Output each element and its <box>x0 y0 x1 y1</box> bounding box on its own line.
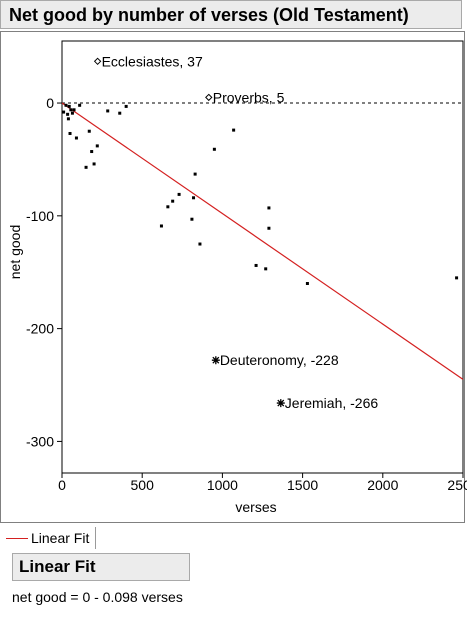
data-point[interactable] <box>193 172 197 176</box>
linear-fit-line <box>61 102 464 380</box>
labeled-point-star[interactable] <box>276 399 285 408</box>
data-point[interactable] <box>177 192 181 196</box>
data-point[interactable] <box>232 128 236 132</box>
data-point[interactable] <box>92 162 96 166</box>
point-label: Ecclesiastes, 37 <box>102 53 203 69</box>
linear-fit-header-label: Linear Fit <box>19 557 96 576</box>
y-tick-label: -100 <box>26 208 54 224</box>
data-point[interactable] <box>72 108 76 112</box>
chart-title-bar: Net good by number of verses (Old Testam… <box>0 0 462 29</box>
legend[interactable]: Linear Fit <box>0 527 96 549</box>
data-point[interactable] <box>166 205 170 209</box>
y-tick-label: 0 <box>46 95 54 111</box>
data-point[interactable] <box>171 199 175 203</box>
labeled-point-diamond[interactable] <box>205 93 213 102</box>
data-point[interactable] <box>190 217 194 221</box>
data-point[interactable] <box>69 108 73 112</box>
data-point[interactable] <box>90 150 94 154</box>
plot-frame <box>0 31 465 523</box>
x-tick-label: 1000 <box>207 477 238 493</box>
data-point[interactable] <box>264 267 268 271</box>
data-point[interactable] <box>118 111 122 115</box>
point-label: Proverbs, 5 <box>213 89 285 105</box>
data-point[interactable] <box>455 276 459 280</box>
data-point[interactable] <box>159 224 163 228</box>
labeled-point-star[interactable] <box>211 356 220 365</box>
x-tick-label: 1500 <box>287 477 318 493</box>
chart-title: Net good by number of verses (Old Testam… <box>9 5 409 25</box>
data-point[interactable] <box>267 226 271 230</box>
point-label: Jeremiah, -266 <box>285 395 379 411</box>
point-label: Deuteronomy, -228 <box>220 352 339 368</box>
x-tick-label: 0 <box>58 477 66 493</box>
data-point[interactable] <box>95 144 99 148</box>
data-point[interactable] <box>84 165 88 169</box>
data-point[interactable] <box>124 104 128 108</box>
labeled-point-diamond[interactable] <box>93 57 102 66</box>
data-point[interactable] <box>267 206 271 210</box>
data-point[interactable] <box>106 109 110 113</box>
data-point[interactable] <box>78 103 82 107</box>
plot-area <box>61 40 464 474</box>
legend-line-swatch <box>6 538 28 539</box>
data-point[interactable] <box>74 136 78 140</box>
data-point[interactable] <box>66 112 70 116</box>
linear-fit-header[interactable]: Linear Fit <box>12 553 190 581</box>
data-point[interactable] <box>62 110 66 114</box>
x-tick-label: 500 <box>131 477 155 493</box>
x-tick-label: 2000 <box>367 477 398 493</box>
data-point[interactable] <box>192 196 196 200</box>
y-tick-label: -300 <box>26 433 54 449</box>
data-point[interactable] <box>68 131 72 135</box>
data-point[interactable] <box>70 111 74 115</box>
data-point[interactable] <box>67 104 71 108</box>
data-point[interactable] <box>198 242 202 246</box>
data-point[interactable] <box>87 129 91 133</box>
y-axis-label: net good <box>7 225 23 280</box>
data-point[interactable] <box>66 117 70 121</box>
data-point[interactable] <box>254 263 258 267</box>
legend-label: Linear Fit <box>31 530 90 546</box>
fit-equation: net good = 0 - 0.098 verses <box>12 589 183 605</box>
y-tick-label: -200 <box>26 321 54 337</box>
data-point[interactable] <box>212 147 216 151</box>
x-axis-label: verses <box>235 499 276 515</box>
data-point[interactable] <box>64 103 68 107</box>
data-point[interactable] <box>305 282 309 286</box>
